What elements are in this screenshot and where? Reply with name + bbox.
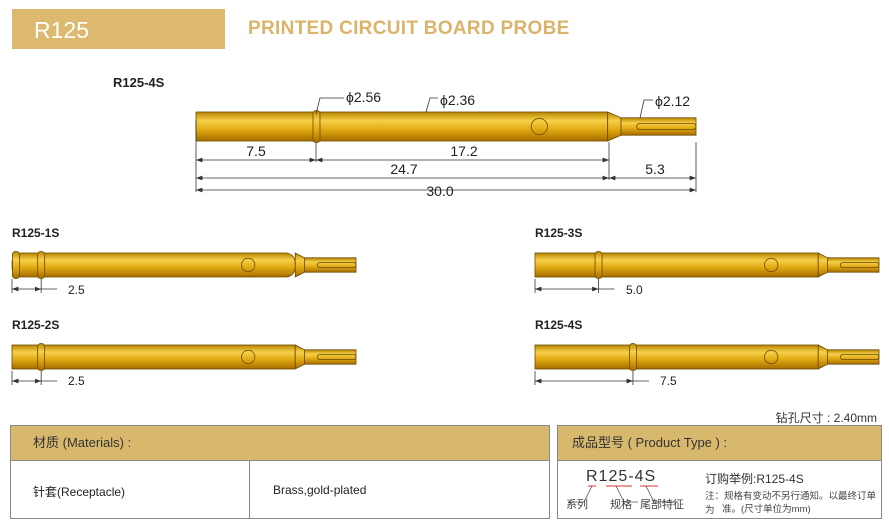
- main-probe-slot: [636, 122, 697, 131]
- series-banner: R125: [12, 9, 225, 49]
- product-code: R125-4S: [586, 468, 657, 485]
- variant-probe-0-tip: [303, 257, 357, 273]
- dim-5-3: 5.3: [645, 161, 665, 177]
- variant-probe-2-slot: [839, 262, 880, 268]
- leader-body: [425, 97, 438, 113]
- probe-drawings: ϕ2.56 ϕ2.36 ϕ2.12 7.5 17.2 24.7 5.3 30.0…: [11, 89, 880, 388]
- variant-probe-2-taper: [817, 252, 828, 278]
- dim-7-5: 7.5: [246, 143, 266, 159]
- dia-tip: ϕ2.12: [655, 93, 690, 109]
- part-name: 针套(Receptacle): [33, 485, 126, 499]
- variant-probe-2-body: [534, 252, 819, 278]
- variant-probe-3-tip: [827, 349, 880, 365]
- variant-probe-0-collar: [37, 251, 46, 279]
- code-annotation-lines: [568, 485, 678, 503]
- leader-collar: [315, 97, 344, 115]
- variant-probe-0-body: [11, 252, 296, 278]
- dim-3s: 5.0: [626, 283, 643, 297]
- variant-probe-3-hole: [764, 349, 779, 365]
- dim-1s: 2.5: [68, 283, 85, 297]
- variant-probe-0-taper: [294, 252, 305, 278]
- series-name: R125: [34, 17, 89, 43]
- part-series: 系列: [566, 499, 588, 511]
- part-tail: 尾部特征: [640, 499, 684, 511]
- variant-probe-3-collar: [629, 343, 637, 371]
- dim-30: 30.0: [426, 183, 453, 199]
- variant-probe-2-collar: [594, 251, 603, 279]
- note-line-2: 准。(尺寸单位为mm): [722, 504, 811, 515]
- materials-table: 材质 (Materials) : 针套(Receptacle) Brass,go…: [10, 425, 550, 519]
- main-probe-body: [195, 111, 609, 142]
- leader-tip: [639, 99, 653, 119]
- dia-body: ϕ2.36: [440, 92, 475, 108]
- main-probe-label: R125-4S: [113, 75, 165, 90]
- dim-17-2: 17.2: [450, 143, 477, 159]
- variant-probe-1-body: [11, 344, 296, 370]
- material-value: Brass,gold-plated: [273, 483, 367, 497]
- variant-label-4s: R125-4S: [535, 318, 583, 332]
- variant-label-2s: R125-2S: [12, 318, 60, 332]
- dia-collar: ϕ2.56: [346, 89, 381, 105]
- variant-probe-2-hole: [764, 257, 779, 273]
- variant-probe-3-slot: [839, 354, 880, 360]
- variant-probe-1-collar: [37, 343, 46, 371]
- drill-size: 钻孔尺寸 : 2.40mm: [775, 411, 877, 425]
- variant-probe-0-hole: [241, 257, 256, 273]
- variant-probe-0-collar: [12, 251, 20, 279]
- variant-probe-1-hole: [241, 349, 256, 365]
- variant-label-1s: R125-1S: [12, 226, 60, 240]
- variant-probe-1-tip: [303, 349, 357, 365]
- main-probe-hole: [530, 117, 548, 136]
- order-example: 订购举例:R125-4S: [705, 472, 804, 486]
- variant-probe-3-taper: [817, 344, 828, 370]
- materials-header: 材质 (Materials) :: [11, 426, 549, 461]
- part-spec: 规格: [610, 499, 632, 511]
- variant-label-3s: R125-3S: [535, 226, 583, 240]
- dim-2s: 2.5: [68, 374, 85, 388]
- variant-probe-1-slot: [316, 354, 357, 360]
- variant-probe-3-body: [534, 344, 819, 370]
- product-type-header: 成品型号 ( Product Type ) :: [558, 426, 881, 461]
- main-probe-collar: [312, 110, 321, 143]
- page-title: PRINTED CIRCUIT BOARD PROBE: [248, 18, 570, 39]
- variant-probe-2-tip: [827, 257, 880, 273]
- note-line-1: 注：规格有变动不另行通知。以最终订单为: [705, 491, 877, 516]
- product-type-box: 成品型号 ( Product Type ) : R125-4S 系列 规格 尾部…: [557, 425, 882, 519]
- variant-probe-1-taper: [294, 344, 305, 370]
- dim-4s: 7.5: [660, 374, 677, 388]
- variant-probe-0-slot: [316, 262, 357, 268]
- main-probe-taper: [607, 111, 622, 142]
- dim-24-7: 24.7: [390, 161, 417, 177]
- main-probe-tip: [620, 117, 697, 136]
